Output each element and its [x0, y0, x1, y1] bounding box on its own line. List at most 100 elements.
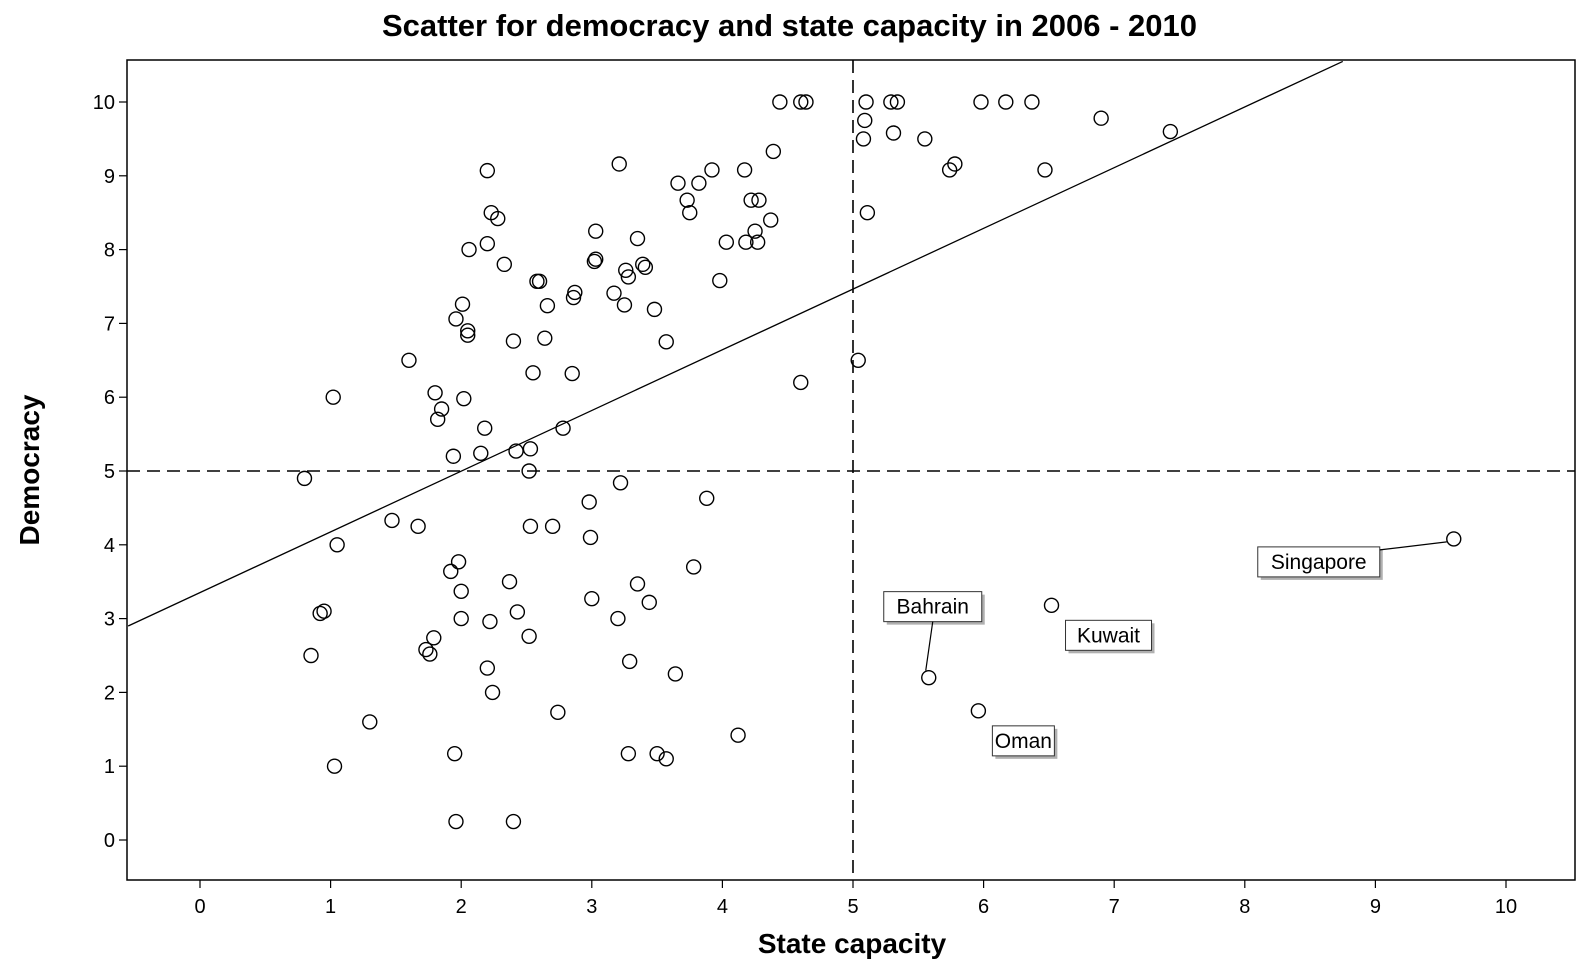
data-point	[479, 660, 496, 676]
x-tick-label: 1	[325, 896, 336, 918]
data-point	[629, 230, 646, 247]
reference-lines	[127, 60, 1575, 880]
data-point	[704, 162, 720, 178]
data-point	[460, 323, 476, 339]
x-tick-label: 4	[717, 896, 728, 918]
data-point	[691, 175, 707, 191]
data-point	[453, 610, 469, 627]
data-point	[443, 563, 459, 580]
data-point	[445, 448, 462, 464]
data-point	[537, 330, 553, 346]
y-tick-label: 10	[93, 92, 115, 114]
data-point	[699, 490, 715, 507]
data-point	[496, 256, 512, 273]
data-point	[858, 94, 874, 110]
data-point	[453, 583, 469, 599]
data-point	[793, 374, 809, 391]
callout-leader	[1379, 541, 1447, 551]
callout-label: Singapore	[1271, 551, 1367, 574]
data-point	[362, 714, 378, 730]
x-tick-label: 3	[586, 896, 597, 918]
data-point	[612, 475, 629, 491]
x-tick-label: 7	[1109, 896, 1120, 918]
data-point	[484, 684, 501, 701]
data-point	[635, 256, 651, 273]
x-tick-label: 6	[978, 896, 989, 918]
data-point	[433, 401, 450, 417]
y-tick-label: 7	[104, 313, 115, 335]
data-point	[584, 590, 600, 607]
plot-frame	[126, 59, 1576, 881]
data-point	[521, 628, 537, 645]
data-point	[850, 352, 866, 368]
point-callouts: Bahrain Kuwait Oman Singapore	[883, 541, 1447, 759]
data-point	[670, 175, 686, 191]
data-point	[685, 559, 702, 575]
data-point	[588, 223, 604, 239]
data-point	[618, 262, 634, 278]
callout-box	[1257, 546, 1381, 578]
data-point	[525, 365, 541, 381]
data-point	[667, 666, 684, 682]
x-tick-label: 10	[1495, 896, 1517, 918]
data-point	[521, 463, 537, 479]
data-point	[749, 234, 766, 250]
data-point	[738, 234, 754, 250]
data-point	[649, 745, 665, 762]
data-point	[325, 389, 341, 405]
y-tick-label: 0	[104, 830, 115, 852]
data-point	[490, 210, 506, 227]
data-point	[384, 512, 400, 529]
data-point	[730, 727, 746, 743]
x-tick-label: 0	[194, 896, 205, 918]
data-point	[747, 223, 763, 239]
data-point	[555, 420, 571, 436]
data-point	[326, 758, 343, 774]
data-point	[620, 269, 637, 285]
y-tick-label: 6	[104, 387, 115, 409]
data-point	[303, 647, 319, 664]
data-point	[798, 94, 814, 110]
data-points	[296, 94, 1462, 830]
data-point	[641, 594, 657, 611]
data-point	[855, 131, 872, 147]
data-point	[637, 259, 654, 276]
data-point	[544, 518, 561, 535]
data-point	[565, 289, 582, 306]
data-point	[763, 212, 779, 228]
data-point	[1162, 123, 1179, 140]
data-point	[772, 94, 788, 110]
data-point	[446, 745, 463, 762]
data-point	[567, 284, 583, 301]
data-point	[658, 751, 674, 767]
data-point	[522, 441, 539, 457]
data-point	[450, 554, 467, 570]
x-tick-label: 9	[1370, 896, 1381, 918]
data-point	[610, 610, 626, 627]
data-point	[682, 204, 698, 221]
data-point	[973, 94, 989, 110]
y-tick-label: 2	[104, 682, 115, 704]
data-point	[505, 813, 522, 830]
data-point	[448, 311, 464, 327]
data-point	[793, 94, 809, 110]
data-point	[482, 613, 498, 630]
data-point	[621, 653, 638, 670]
data-point	[658, 334, 674, 350]
data-point	[473, 445, 489, 461]
labeled-data-point	[970, 703, 987, 719]
data-point	[611, 156, 627, 172]
data-point	[859, 204, 876, 221]
data-point	[889, 94, 906, 110]
data-point	[477, 420, 493, 436]
data-point	[461, 241, 477, 258]
y-tick-label: 5	[104, 461, 115, 483]
axes: 0 1 2 3 4 5 6 7 8 9 10 0 1 2 3 4 5 6 7 8 9 10	[93, 59, 1576, 918]
data-point	[296, 470, 313, 487]
data-point	[885, 125, 902, 141]
data-point	[418, 641, 434, 658]
data-point	[564, 365, 580, 382]
callout-leader	[925, 621, 934, 671]
fit-line	[127, 60, 1344, 627]
